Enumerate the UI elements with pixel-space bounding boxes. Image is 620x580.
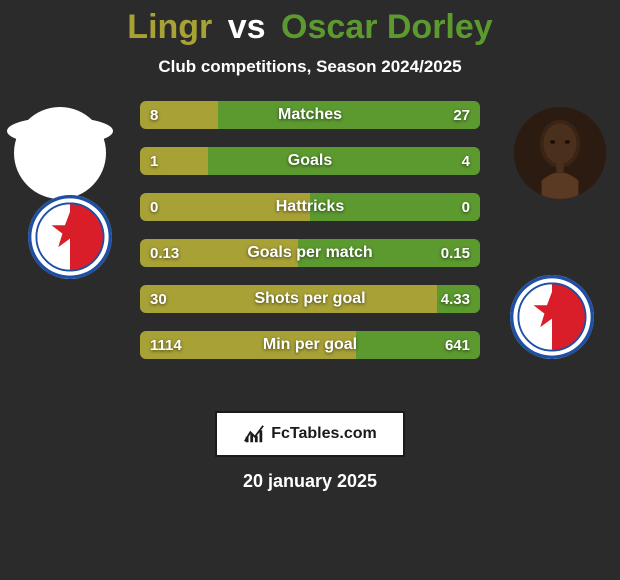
stat-label: Goals per match (140, 239, 480, 267)
player2-avatar (514, 107, 606, 199)
player1-team-badge (28, 195, 112, 279)
source-text: FcTables.com (271, 425, 377, 443)
stat-label: Goals (140, 147, 480, 175)
stat-label: Shots per goal (140, 285, 480, 313)
slavia-badge-icon (28, 195, 112, 279)
vs-text: vs (228, 8, 266, 46)
player1-name: Lingr (127, 8, 212, 46)
chart-icon (243, 423, 265, 445)
date-text: 20 january 2025 (0, 471, 620, 492)
stat-row: 0.130.15Goals per match (140, 239, 480, 267)
subtitle: Club competitions, Season 2024/2025 (0, 57, 620, 77)
stat-row: 14Goals (140, 147, 480, 175)
main-panel: 827Matches 14Goals 00Hattricks 0.130.15Goal… (0, 97, 620, 397)
comparison-title: Lingr vs Oscar Dorley (0, 0, 620, 47)
player2-team-badge (510, 275, 594, 359)
source-badge: FcTables.com (215, 411, 405, 457)
stat-label: Min per goal (140, 331, 480, 359)
slavia-badge-icon (510, 275, 594, 359)
stat-row: 827Matches (140, 101, 480, 129)
player2-avatar-icon (514, 107, 606, 199)
stat-row: 304.33Shots per goal (140, 285, 480, 313)
stat-row: 00Hattricks (140, 193, 480, 221)
stat-label: Matches (140, 101, 480, 129)
player1-avatar (14, 107, 106, 199)
stat-label: Hattricks (140, 193, 480, 221)
stat-row: 1114641Min per goal (140, 331, 480, 359)
stat-bars: 827Matches 14Goals 00Hattricks 0.130.15Goal… (140, 101, 480, 377)
player2-name: Oscar Dorley (281, 8, 493, 46)
